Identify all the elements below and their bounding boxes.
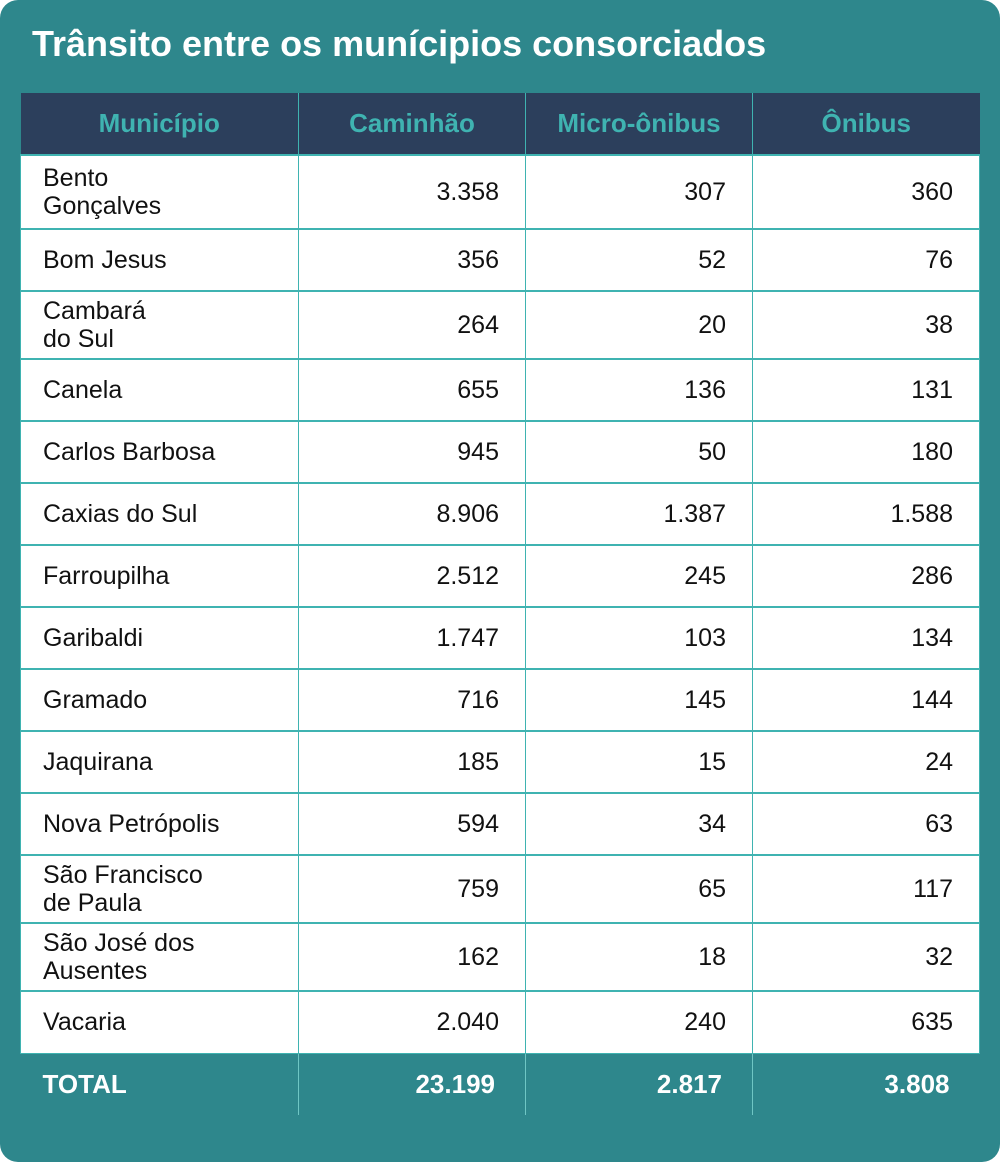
cell-onibus: 144 — [752, 668, 980, 732]
cell-micro-onibus: 18 — [525, 922, 753, 992]
cell-caminhao: 3.358 — [298, 154, 526, 230]
table-row: São Francisco de Paula 759 65 117 — [20, 854, 980, 924]
cell-caminhao: 716 — [298, 668, 526, 732]
table-row: Nova Petrópolis 594 34 63 — [20, 792, 980, 856]
cell-micro-onibus: 65 — [525, 854, 753, 924]
cell-onibus: 131 — [752, 358, 980, 422]
cell-onibus: 38 — [752, 290, 980, 360]
cell-caminhao: 8.906 — [298, 482, 526, 546]
cell-caminhao: 185 — [298, 730, 526, 794]
cell-onibus: 134 — [752, 606, 980, 670]
table-row: Gramado 716 145 144 — [20, 668, 980, 732]
cell-micro-onibus: 103 — [525, 606, 753, 670]
cell-municipio: Cambará do Sul — [20, 290, 299, 360]
cell-caminhao: 2.040 — [298, 990, 526, 1054]
column-header-micro-onibus: Micro-ônibus — [525, 93, 753, 155]
cell-municipio: São Francisco de Paula — [20, 854, 299, 924]
cell-caminhao: 594 — [298, 792, 526, 856]
cell-micro-onibus: 145 — [525, 668, 753, 732]
cell-onibus: 360 — [752, 154, 980, 230]
table-row: Cambará do Sul 264 20 38 — [20, 290, 980, 360]
cell-caminhao: 759 — [298, 854, 526, 924]
total-row: TOTAL 23.199 2.817 3.808 — [20, 1053, 980, 1115]
cell-caminhao: 264 — [298, 290, 526, 360]
cell-micro-onibus: 1.387 — [525, 482, 753, 546]
header-row: Município Caminhão Micro-ônibus Ônibus — [20, 93, 980, 155]
cell-municipio: Canela — [20, 358, 299, 422]
cell-caminhao: 2.512 — [298, 544, 526, 608]
table-row: Jaquirana 185 15 24 — [20, 730, 980, 794]
cell-municipio: Bom Jesus — [20, 228, 299, 292]
cell-onibus: 117 — [752, 854, 980, 924]
cell-municipio: Carlos Barbosa — [20, 420, 299, 484]
cell-micro-onibus: 52 — [525, 228, 753, 292]
cell-municipio: Nova Petrópolis — [20, 792, 299, 856]
cell-micro-onibus: 50 — [525, 420, 753, 484]
cell-onibus: 24 — [752, 730, 980, 794]
cell-micro-onibus: 240 — [525, 990, 753, 1054]
cell-municipio: Gramado — [20, 668, 299, 732]
total-onibus: 3.808 — [752, 1053, 980, 1115]
cell-onibus: 286 — [752, 544, 980, 608]
cell-caminhao: 945 — [298, 420, 526, 484]
cell-micro-onibus: 20 — [525, 290, 753, 360]
total-label: TOTAL — [20, 1053, 299, 1115]
cell-micro-onibus: 245 — [525, 544, 753, 608]
table-row: Caxias do Sul 8.906 1.387 1.588 — [20, 482, 980, 546]
cell-micro-onibus: 136 — [525, 358, 753, 422]
cell-onibus: 635 — [752, 990, 980, 1054]
cell-onibus: 63 — [752, 792, 980, 856]
cell-municipio: São José dos Ausentes — [20, 922, 299, 992]
data-table: Município Caminhão Micro-ônibus Ônibus B… — [20, 93, 980, 1115]
table-row: Canela 655 136 131 — [20, 358, 980, 422]
table-title: Trânsito entre os munícipios consorciado… — [32, 23, 767, 64]
cell-micro-onibus: 34 — [525, 792, 753, 856]
table-row: Bento Gonçalves 3.358 307 360 — [20, 154, 980, 230]
column-header-onibus: Ônibus — [752, 93, 980, 155]
total-micro-onibus: 2.817 — [525, 1053, 753, 1115]
cell-caminhao: 655 — [298, 358, 526, 422]
column-header-municipio: Município — [20, 93, 299, 155]
table-row: Farroupilha 2.512 245 286 — [20, 544, 980, 608]
cell-onibus: 180 — [752, 420, 980, 484]
cell-micro-onibus: 307 — [525, 154, 753, 230]
column-header-caminhao: Caminhão — [298, 93, 526, 155]
table-row: Bom Jesus 356 52 76 — [20, 228, 980, 292]
cell-municipio: Caxias do Sul — [20, 482, 299, 546]
cell-municipio: Vacaria — [20, 990, 299, 1054]
table-row: São José dos Ausentes 162 18 32 — [20, 922, 980, 992]
cell-caminhao: 162 — [298, 922, 526, 992]
table-row: Carlos Barbosa 945 50 180 — [20, 420, 980, 484]
cell-onibus: 32 — [752, 922, 980, 992]
cell-municipio: Bento Gonçalves — [20, 154, 299, 230]
cell-municipio: Farroupilha — [20, 544, 299, 608]
cell-onibus: 1.588 — [752, 482, 980, 546]
total-caminhao: 23.199 — [298, 1053, 526, 1115]
cell-municipio: Jaquirana — [20, 730, 299, 794]
cell-caminhao: 356 — [298, 228, 526, 292]
cell-municipio: Garibaldi — [20, 606, 299, 670]
cell-micro-onibus: 15 — [525, 730, 753, 794]
cell-onibus: 76 — [752, 228, 980, 292]
cell-caminhao: 1.747 — [298, 606, 526, 670]
table-row: Vacaria 2.040 240 635 — [20, 990, 980, 1054]
table-row: Garibaldi 1.747 103 134 — [20, 606, 980, 670]
